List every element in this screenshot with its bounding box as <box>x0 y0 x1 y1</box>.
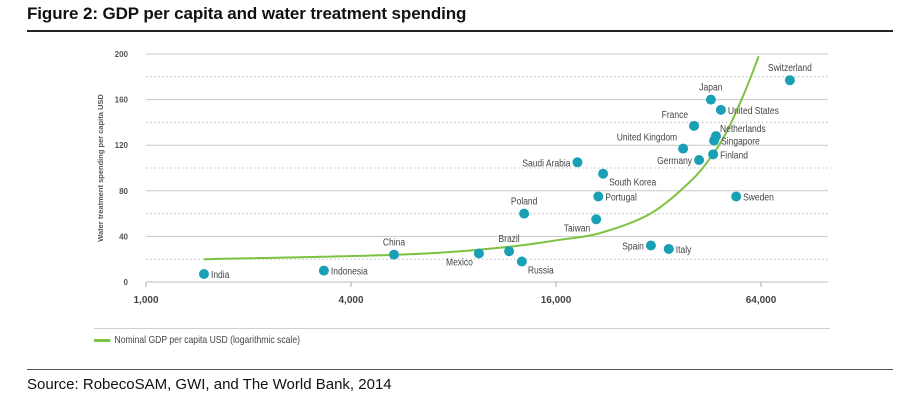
x-tick-label: 1,000 <box>133 295 158 306</box>
y-axis-label: Water treatment spending per capita USD <box>96 94 105 242</box>
data-label-taiwan: Taiwan <box>564 223 590 234</box>
x-tick-label: 64,000 <box>746 295 777 306</box>
legend: Nominal GDP per capita USD (logarithmic … <box>94 333 300 347</box>
label-layer: India Indonesia China Mexico Brazil Russia Pol… <box>211 63 812 281</box>
data-point-china <box>389 249 400 260</box>
data-label-poland: Poland <box>511 196 537 207</box>
y-tick-label: 40 <box>119 232 128 241</box>
legend-swatch-curve <box>94 338 111 342</box>
data-point-poland <box>519 208 530 219</box>
data-point-south-korea <box>598 168 609 179</box>
y-tick-label: 160 <box>115 96 129 105</box>
data-label-united-kingdom: United Kingdom <box>617 132 678 143</box>
axis-layer: 0 40 80 120 160 200 1,000 4,000 16,000 64,000 <box>115 50 828 306</box>
data-point-united-states <box>715 104 726 115</box>
data-label-germany: Germany <box>657 155 692 166</box>
point-layer <box>198 75 795 280</box>
data-point-saudi-arabia <box>572 157 583 168</box>
data-label-india: India <box>211 269 230 280</box>
data-point-france <box>689 120 700 131</box>
data-point-portugal <box>593 191 604 202</box>
data-label-brazil: Brazil <box>498 234 519 245</box>
y-tick-label: 80 <box>119 187 128 196</box>
data-point-taiwan <box>591 214 602 225</box>
data-point-netherlands <box>710 131 721 142</box>
data-point-switzerland <box>784 75 795 86</box>
data-label-portugal: Portugal <box>605 192 637 203</box>
figure-title: Figure 2: GDP per capita and water treat… <box>27 4 467 23</box>
y-tick-label: 200 <box>115 50 129 59</box>
y-tick-label: 0 <box>124 278 129 287</box>
data-label-russia: Russia <box>528 265 555 276</box>
data-point-mexico <box>473 248 484 259</box>
data-label-china: China <box>383 237 406 248</box>
grid-layer <box>146 53 828 260</box>
x-tick-label: 4,000 <box>338 295 363 306</box>
data-label-netherlands: Netherlands <box>720 123 766 134</box>
data-label-south-korea: South Korea <box>609 177 657 188</box>
data-label-japan: Japan <box>699 82 722 93</box>
data-label-finland: Finland <box>720 150 748 161</box>
legend-label: Nominal GDP per capita USD (logarithmic … <box>114 334 300 346</box>
data-point-indonesia <box>318 265 329 276</box>
data-label-france: France <box>662 109 688 120</box>
data-label-sweden: Sweden <box>743 192 774 203</box>
data-label-spain: Spain <box>622 241 644 252</box>
title-divider <box>27 30 893 32</box>
data-point-sweden <box>731 191 742 202</box>
data-label-indonesia: Indonesia <box>331 266 369 277</box>
x-tick-label: 16,000 <box>541 295 572 306</box>
legend-divider <box>94 328 830 329</box>
trend-curve <box>203 55 760 261</box>
data-point-italy <box>663 243 674 254</box>
data-point-russia <box>516 256 527 267</box>
curve-layer <box>203 55 760 261</box>
data-label-mexico: Mexico <box>446 257 473 268</box>
data-point-finland <box>708 149 719 160</box>
data-label-singapore: Singapore <box>721 136 760 147</box>
data-label-united-states: United States <box>728 105 779 116</box>
data-point-spain <box>645 240 656 251</box>
data-point-india <box>198 269 209 280</box>
y-tick-label: 120 <box>115 141 129 150</box>
data-point-japan <box>705 94 716 105</box>
data-label-switzerland: Switzerland <box>768 63 812 74</box>
source-divider <box>27 369 893 370</box>
data-point-germany <box>694 155 705 166</box>
data-label-italy: Italy <box>676 244 692 255</box>
data-point-united-kingdom <box>678 143 689 154</box>
data-point-brazil <box>504 246 515 257</box>
source-note: Source: RobecoSAM, GWI, and The World Ba… <box>27 376 392 393</box>
data-label-saudi-arabia: Saudi Arabia <box>522 158 571 169</box>
